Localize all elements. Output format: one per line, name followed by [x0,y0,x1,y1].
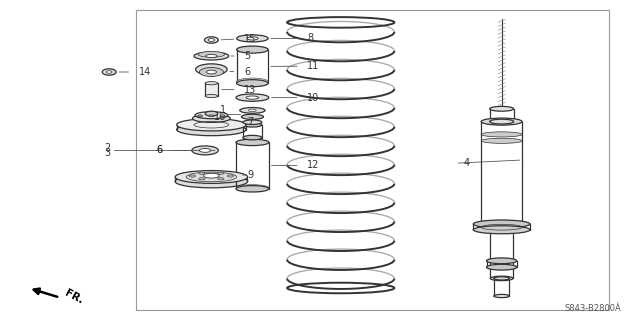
Ellipse shape [198,115,203,117]
Text: 14: 14 [139,67,151,77]
Bar [136,10,609,310]
Ellipse shape [206,70,216,74]
Ellipse shape [494,294,510,298]
Ellipse shape [481,118,522,125]
Text: 1: 1 [220,105,226,116]
Ellipse shape [236,139,269,146]
Text: 4: 4 [463,158,469,168]
Ellipse shape [196,64,227,75]
Ellipse shape [487,264,517,270]
Text: 6: 6 [156,145,163,156]
Ellipse shape [247,37,258,40]
Ellipse shape [473,220,530,228]
Ellipse shape [236,186,269,192]
Ellipse shape [199,148,211,152]
Ellipse shape [186,172,237,182]
Text: 7: 7 [247,116,254,127]
Text: 15: 15 [244,34,257,44]
Ellipse shape [102,69,116,75]
Ellipse shape [237,78,268,85]
Ellipse shape [237,46,268,53]
Ellipse shape [194,52,229,60]
Ellipse shape [246,96,259,99]
Ellipse shape [473,226,530,234]
Text: 6: 6 [244,67,251,77]
Text: FR.: FR. [63,288,85,306]
Text: 10: 10 [307,92,319,103]
Ellipse shape [242,114,264,119]
Ellipse shape [243,135,262,140]
Ellipse shape [199,68,223,76]
Ellipse shape [192,115,230,123]
Ellipse shape [487,258,517,264]
Ellipse shape [481,220,522,228]
Ellipse shape [481,138,522,143]
Ellipse shape [243,123,262,127]
Text: 12: 12 [307,160,320,171]
Ellipse shape [209,115,214,117]
Ellipse shape [236,185,269,191]
Ellipse shape [204,173,220,178]
Text: 3: 3 [104,148,110,158]
Ellipse shape [249,109,256,112]
Text: 6: 6 [156,145,163,156]
Ellipse shape [220,115,225,117]
Bar [205,83,218,96]
Ellipse shape [199,178,205,180]
Ellipse shape [494,277,510,280]
Text: 11: 11 [307,61,319,71]
Text: 13: 13 [244,84,256,95]
Ellipse shape [198,52,225,57]
Ellipse shape [205,82,218,85]
Text: 2: 2 [104,143,110,153]
Ellipse shape [206,54,217,58]
Ellipse shape [481,132,522,137]
Ellipse shape [208,39,215,42]
Ellipse shape [199,172,205,174]
Ellipse shape [177,119,246,131]
Ellipse shape [237,35,268,42]
Ellipse shape [237,80,268,87]
Text: 8: 8 [307,33,314,44]
Ellipse shape [227,175,233,177]
Ellipse shape [177,124,246,136]
Ellipse shape [175,175,248,188]
Ellipse shape [490,276,513,281]
Ellipse shape [195,112,228,119]
Ellipse shape [204,37,218,43]
Ellipse shape [175,171,248,183]
Ellipse shape [490,119,514,124]
Text: 5: 5 [244,51,251,61]
Ellipse shape [192,146,218,155]
Text: S843-B2800À: S843-B2800À [565,304,622,313]
Ellipse shape [205,94,218,98]
Ellipse shape [490,106,514,111]
Ellipse shape [240,108,265,113]
Text: 9: 9 [247,170,254,180]
Ellipse shape [243,120,262,124]
Ellipse shape [218,178,224,180]
Ellipse shape [106,71,112,73]
Ellipse shape [218,172,224,174]
Text: 16: 16 [214,112,226,122]
Ellipse shape [205,111,218,116]
Ellipse shape [236,94,269,101]
Ellipse shape [189,175,196,177]
